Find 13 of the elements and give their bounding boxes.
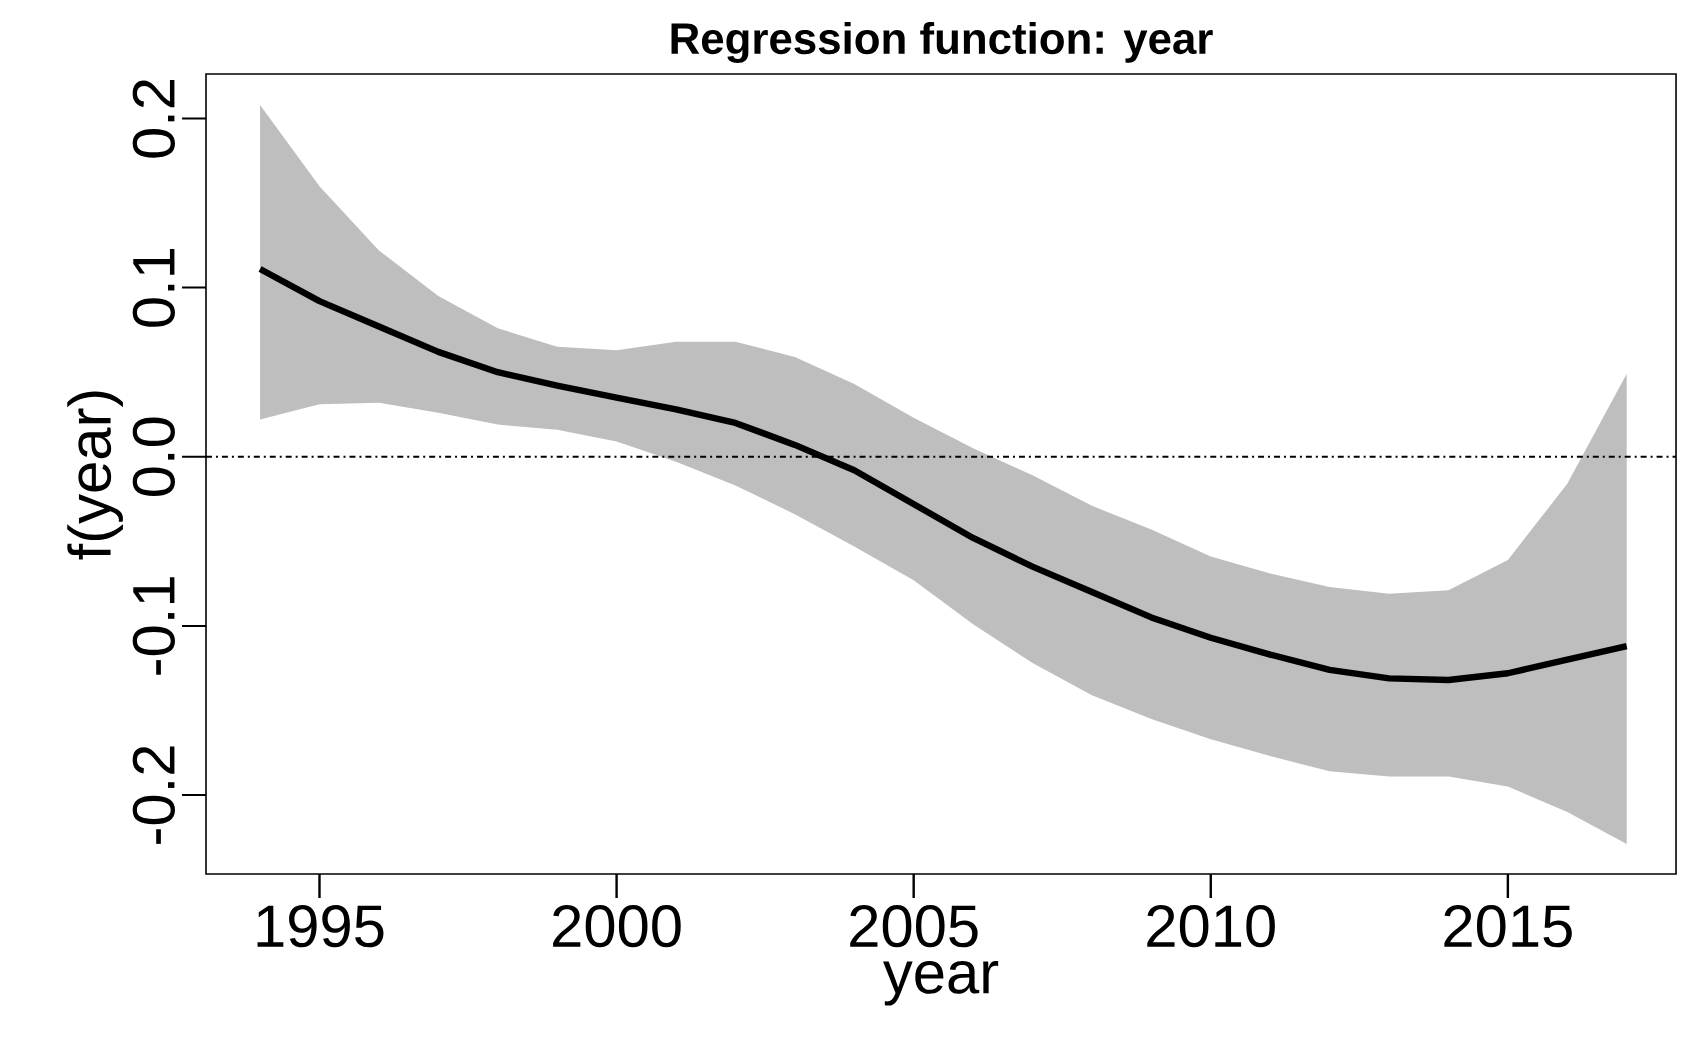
- x-tick-label: 2015: [1444, 905, 1572, 948]
- y-tick-label: -0.2: [132, 746, 175, 844]
- x-tick-label: 2005: [850, 905, 978, 948]
- x-tick-label: 1995: [257, 905, 384, 948]
- y-tick-label: 0.1: [132, 248, 175, 327]
- x-tick-label: 2000: [553, 905, 681, 948]
- y-axis-title: f(year): [67, 391, 123, 560]
- x-tick-label: 2010: [1147, 905, 1275, 948]
- chart-title: Regression function: year: [671, 21, 1213, 63]
- y-tick-label: -0.1: [132, 577, 175, 675]
- x-axis-title: year: [883, 961, 999, 1006]
- y-tick-label: 0.2: [132, 79, 175, 158]
- y-tick-label: 0.0: [132, 417, 175, 496]
